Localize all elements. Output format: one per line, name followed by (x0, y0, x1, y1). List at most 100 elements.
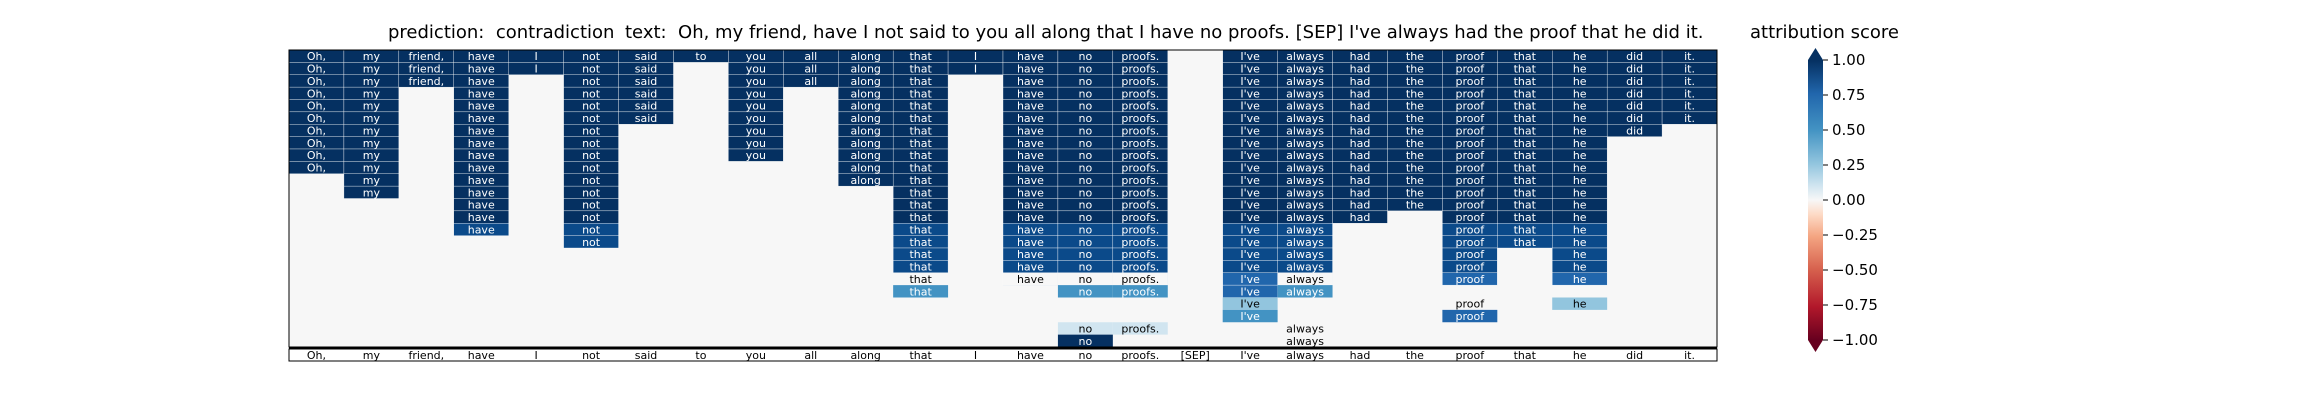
cell-token-label: you (746, 100, 766, 113)
cell-token-label: that (1514, 186, 1537, 199)
cell-token-label: he (1573, 124, 1587, 137)
cell-token-label: all (804, 63, 817, 76)
cell-token-label: Oh, (307, 162, 326, 175)
cell-token-label: proof (1456, 162, 1486, 175)
cell-token-label: I've (1240, 261, 1260, 274)
cell-token-label: proof (1456, 137, 1486, 150)
cell-token-label: proof (1456, 75, 1486, 88)
cell-token-label: had (1350, 149, 1371, 162)
cell-token-label: not (582, 87, 601, 100)
cell-token-label: did (1626, 112, 1643, 125)
cell-token-label: proof (1456, 50, 1486, 63)
cell-token-label: proofs. (1121, 199, 1159, 212)
cell-token-label: he (1573, 211, 1587, 224)
x-tick-label: did (1626, 349, 1643, 362)
cell-token-label: have (468, 112, 495, 125)
cell-token-label: I've (1240, 162, 1260, 175)
cell-token-label: I've (1240, 112, 1260, 125)
cell-token-label: he (1573, 63, 1587, 76)
cell-token-label: no (1079, 174, 1093, 187)
cell-token-label: had (1350, 50, 1371, 63)
cell-token-label: I've (1240, 236, 1260, 249)
x-tick-label: that (909, 349, 932, 362)
cell-token-label: no (1079, 236, 1093, 249)
cell-token-label: I've (1240, 248, 1260, 261)
cell-token-label: all (804, 50, 817, 63)
cell-token-label: always (1286, 63, 1324, 76)
cell-token-label: that (909, 285, 932, 298)
cell-token-label: not (582, 75, 601, 88)
cell-token-label: proof (1456, 186, 1486, 199)
cell-token-label: no (1079, 162, 1093, 175)
cell-token-label: my (363, 100, 381, 113)
heatmap-cell (618, 111, 674, 125)
cell-token-label: he (1573, 137, 1587, 150)
cell-token-label: you (746, 50, 766, 63)
cell-token-label: along (850, 174, 880, 187)
cell-token-label: I've (1240, 75, 1260, 88)
cell-token-label: my (363, 137, 381, 150)
cell-token-label: I've (1240, 310, 1260, 323)
cell-token-label: he (1573, 261, 1587, 274)
cell-token-label: not (582, 50, 601, 63)
cell-token-label: the (1406, 186, 1424, 199)
heatmap-cell-partial (893, 285, 949, 298)
cell-token-label: along (850, 162, 880, 175)
cell-token-label: the (1406, 162, 1424, 175)
cell-token-label: had (1350, 100, 1371, 113)
cell-token-label: proofs. (1121, 112, 1159, 125)
cell-token-label: he (1573, 149, 1587, 162)
heatmap-cell-partial (1552, 297, 1608, 310)
cell-token-label: Oh, (307, 63, 326, 76)
cell-token-label: have (1017, 248, 1044, 261)
cell-token-label: always (1286, 112, 1324, 125)
cell-token-label: proofs. (1121, 285, 1159, 298)
cell-token-label: have (1017, 75, 1044, 88)
x-tick-label: not (582, 349, 601, 362)
cell-token-label: I've (1240, 199, 1260, 212)
cell-token-label: my (363, 87, 381, 100)
cell-token-label: not (582, 211, 601, 224)
cell-token-label: not (582, 149, 601, 162)
cell-token-label: no (1079, 199, 1093, 212)
cell-token-label: along (850, 112, 880, 125)
cell-token-label: had (1350, 63, 1371, 76)
x-tick-label: I (974, 349, 977, 362)
cell-token-label: that (909, 137, 932, 150)
cell-token-label: no (1079, 87, 1093, 100)
cell-token-label: that (1514, 149, 1537, 162)
cell-token-label: proof (1456, 211, 1486, 224)
cell-token-label: said (635, 75, 658, 88)
cell-token-label: that (1514, 75, 1537, 88)
x-tick-label: my (363, 349, 381, 362)
cell-token-label: had (1350, 211, 1371, 224)
cell-token-label: not (582, 124, 601, 137)
cell-token-label: Oh, (307, 149, 326, 162)
cell-token-label: no (1079, 124, 1093, 137)
cell-token-label: did (1626, 63, 1643, 76)
cell-token-label: not (582, 100, 601, 113)
text-label: text: Oh, my friend, have I not said to … (625, 22, 1704, 43)
cell-token-label: have (1017, 124, 1044, 137)
cell-token-label: I (535, 50, 538, 63)
cell-token-label: proofs. (1121, 124, 1159, 137)
cell-token-label: that (909, 174, 932, 187)
cell-token-label: proof (1456, 261, 1486, 274)
heatmap-cell-partial (893, 272, 949, 286)
cell-token-label: did (1626, 124, 1643, 137)
colorbar-top-extend (1808, 48, 1823, 60)
cell-token-label: my (363, 149, 381, 162)
cell-token-label: that (1514, 137, 1537, 150)
cell-token-label: no (1079, 149, 1093, 162)
cell-token-label: my (363, 174, 381, 187)
cell-token-label: he (1573, 112, 1587, 125)
heatmap-cell (563, 235, 619, 249)
cell-token-label: always (1286, 199, 1324, 212)
cell-token-label: he (1573, 273, 1587, 286)
cell-token-label: friend, (408, 63, 444, 76)
cell-token-label: you (746, 137, 766, 150)
cell-token-label: the (1406, 87, 1424, 100)
cell-token-label: not (582, 112, 601, 125)
heatmap-cell-partial (1277, 334, 1333, 347)
cell-token-label: it. (1684, 112, 1695, 125)
